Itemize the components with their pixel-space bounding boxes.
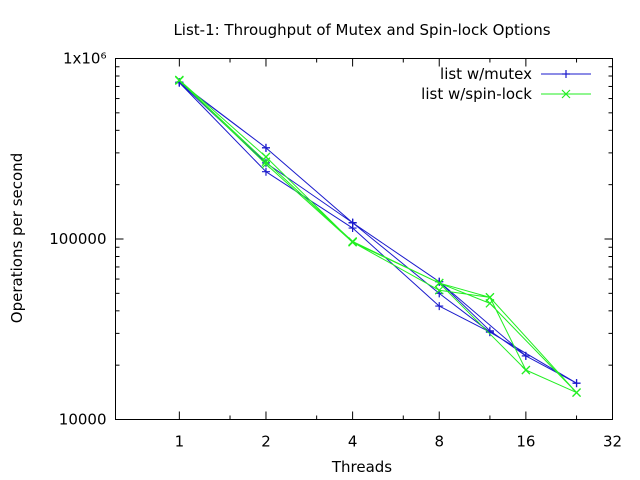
x-tick-label: 2 [261,433,271,451]
series-list-w-spin-lock [174,75,581,397]
data-point-list-w-mutex [521,351,530,360]
chart-title: List-1: Throughput of Mutex and Spin-loc… [173,21,550,39]
data-point-list-w-spin-lock [348,237,358,247]
data-point-list-w-spin-lock [521,365,531,375]
data-point-list-w-mutex [348,218,357,227]
data-point-list-w-mutex [261,158,270,167]
series-line-list-w-spin-lock [178,79,578,394]
legend-label: list w/spin-lock [421,85,532,103]
data-point-list-w-spin-lock [572,388,581,397]
data-point-list-w-mutex [572,379,581,388]
legend-marker [562,70,570,78]
data-point-list-w-mutex [261,167,270,176]
series-layer [174,75,581,397]
data-point-list-w-spin-lock [434,285,444,295]
ticks-layer: 10000 100000 1x10⁶ 1 2 4 8 16 32 [49,50,622,451]
series-list-w-mutex [175,78,581,388]
data-point-list-w-spin-lock [485,292,495,302]
x-tick-label: 32 [603,433,622,451]
data-point-list-w-mutex [435,302,444,311]
legend-label: list w/mutex [440,65,532,83]
x-tick-label: 4 [348,433,358,451]
data-point-list-w-spin-lock [174,75,184,85]
legend: list w/mutex list w/spin-lock [421,65,591,103]
x-tick-label: 16 [516,433,535,451]
x-tick-label: 8 [434,433,444,451]
x-tick-label: 1 [175,433,185,451]
y-tick-label: 1x10⁶ [63,50,107,68]
series-line-list-w-mutex [178,81,578,384]
legend-marker [561,89,571,99]
x-axis-label: Threads [331,458,392,476]
y-tick-label: 10000 [59,411,107,429]
y-axis-label: Operations per second [8,153,26,323]
data-point-list-w-spin-lock [261,152,271,162]
data-point-list-w-spin-lock [434,278,444,288]
plot-frame [115,58,613,420]
data-point-list-w-spin-lock [261,159,271,169]
y-tick-label: 100000 [49,230,106,248]
data-point-list-w-mutex [261,143,270,152]
